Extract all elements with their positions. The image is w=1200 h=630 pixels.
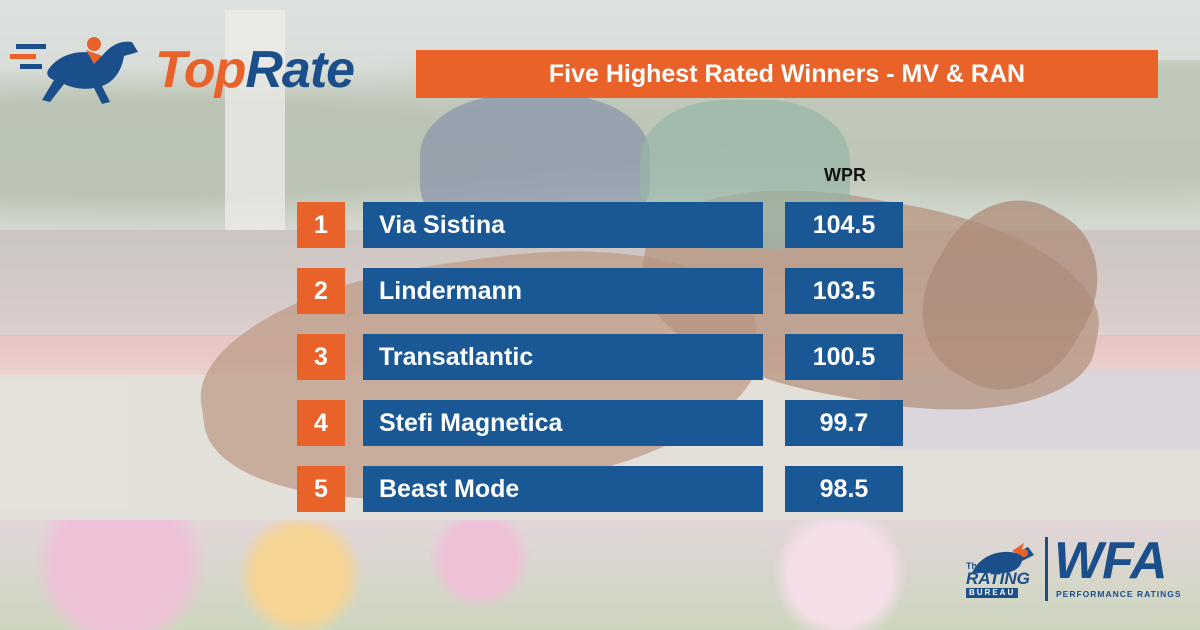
wpr-value: 104.5 [785, 202, 903, 248]
horse-name: Stefi Magnetica [363, 400, 763, 446]
rank-badge: 1 [297, 202, 345, 248]
column-header-wpr: WPR [824, 165, 866, 185]
brand-wordmark: TopRate [155, 40, 355, 100]
brand-part1: Top [155, 41, 246, 99]
brand-part2: Rate [245, 41, 355, 99]
rank-badge: 3 [297, 334, 345, 380]
horse-name: Via Sistina [363, 202, 763, 248]
rating-bureau-horse-icon [972, 543, 1034, 573]
horse-name: Beast Mode [363, 466, 763, 512]
badge-divider [1045, 537, 1048, 601]
performance-ratings-label: PERFORMANCE RATINGS [1056, 589, 1182, 599]
toprate-logo: TopRate [10, 30, 390, 110]
rb-bureau: BUREAU [966, 588, 1019, 598]
rank-badge: 5 [297, 466, 345, 512]
horse-name: Lindermann [363, 268, 763, 314]
running-horse-logo-icon [10, 37, 138, 104]
rank-badge: 4 [297, 400, 345, 446]
wpr-value: 98.5 [785, 466, 903, 512]
chart-title: Five Highest Rated Winners - MV & RAN [548, 59, 1026, 88]
horse-name: Transatlantic [363, 334, 763, 380]
title-banner: Five Highest Rated Winners - MV & RAN [416, 50, 1158, 98]
wpr-value: 103.5 [785, 268, 903, 314]
rank-badge: 2 [297, 268, 345, 314]
rb-rating: RATING [966, 569, 1030, 588]
wfa-wordmark: WFA [1054, 532, 1168, 590]
rating-bureau-text: The RATING BUREAU [966, 561, 1030, 598]
wpr-value: 100.5 [785, 334, 903, 380]
rb-the: The [966, 561, 983, 571]
wpr-value: 99.7 [785, 400, 903, 446]
wfa-badge: The RATING BUREAU WFA PERFORMANCE RATING… [962, 533, 1188, 605]
